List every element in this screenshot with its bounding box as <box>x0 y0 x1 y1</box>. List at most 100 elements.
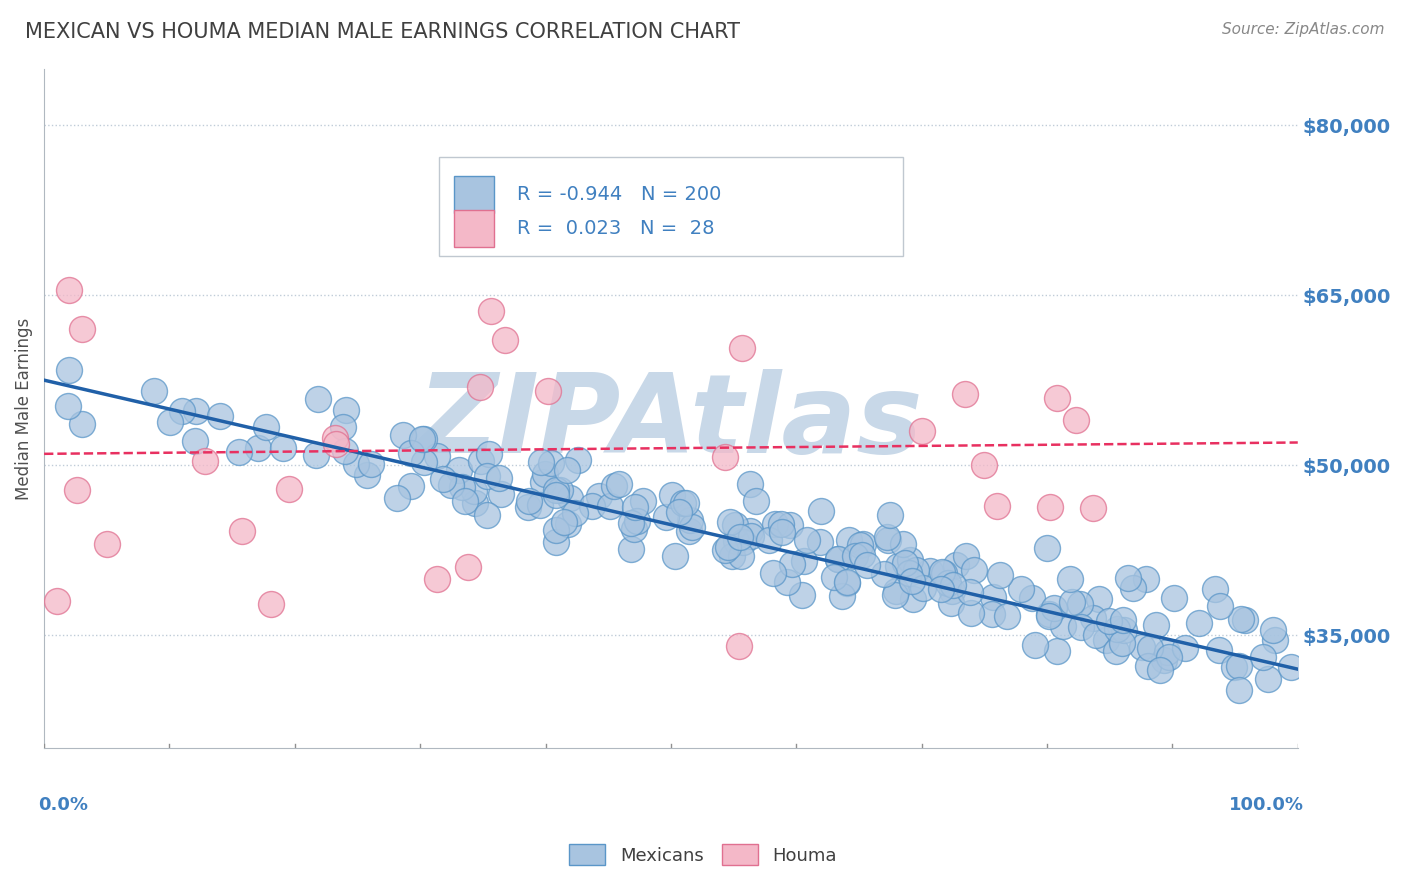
Point <box>581 499 603 513</box>
Point <box>679 513 702 527</box>
Point <box>1105 622 1128 636</box>
Point <box>411 433 433 447</box>
Point <box>1010 582 1032 597</box>
Point <box>1062 595 1084 609</box>
Point <box>884 589 907 603</box>
Point <box>58 283 80 297</box>
Point <box>823 570 845 584</box>
Point <box>624 500 647 515</box>
Point <box>780 558 803 572</box>
Point <box>973 458 995 472</box>
Point <box>838 533 860 547</box>
Point <box>1227 683 1250 698</box>
Point <box>831 590 853 604</box>
Point <box>620 516 643 530</box>
Point <box>58 399 80 413</box>
Point <box>931 582 953 597</box>
Point <box>494 333 516 347</box>
Point <box>762 566 785 580</box>
Point <box>307 392 329 406</box>
Point <box>837 575 859 590</box>
Point <box>1223 660 1246 674</box>
Point <box>1163 591 1185 606</box>
Point <box>531 475 554 489</box>
Text: 100.0%: 100.0% <box>1229 796 1303 814</box>
Point <box>851 548 873 562</box>
Point <box>426 573 449 587</box>
Text: R =  0.023   N =  28: R = 0.023 N = 28 <box>517 219 714 238</box>
Point <box>432 472 454 486</box>
Point <box>254 419 277 434</box>
Point <box>45 594 67 608</box>
Point <box>959 607 981 621</box>
Point <box>567 453 589 467</box>
Point <box>724 517 747 532</box>
Point <box>332 419 354 434</box>
Point <box>1264 633 1286 648</box>
Point <box>271 442 294 456</box>
Point <box>714 542 737 557</box>
Point <box>727 639 749 653</box>
Text: ZIPAtlas: ZIPAtlas <box>418 368 924 475</box>
Point <box>184 434 207 448</box>
Point <box>1036 541 1059 556</box>
Point <box>855 558 877 573</box>
Point <box>426 449 449 463</box>
Point <box>548 483 571 497</box>
Point <box>413 455 436 469</box>
Point <box>713 450 735 464</box>
Point <box>901 591 924 606</box>
Point <box>475 508 498 523</box>
Point <box>1046 391 1069 405</box>
Text: R = -0.944   N = 200: R = -0.944 N = 200 <box>517 185 721 203</box>
Point <box>385 491 408 505</box>
Point <box>1130 640 1153 654</box>
Point <box>1083 610 1105 624</box>
Point <box>1144 617 1167 632</box>
Point <box>953 386 976 401</box>
Point <box>945 558 967 573</box>
Point <box>1118 571 1140 585</box>
Point <box>810 504 832 518</box>
Point <box>740 477 762 491</box>
Point <box>1046 644 1069 658</box>
Point <box>1263 623 1285 637</box>
Point <box>231 524 253 538</box>
Point <box>770 516 793 531</box>
Point <box>529 498 551 512</box>
Point <box>620 542 643 557</box>
Point <box>517 494 540 508</box>
Point <box>1157 649 1180 664</box>
Point <box>1064 413 1087 427</box>
Point <box>491 487 513 501</box>
Point <box>779 517 801 532</box>
Point <box>66 483 89 497</box>
Point <box>849 538 872 552</box>
Point <box>844 549 866 563</box>
Point <box>1279 660 1302 674</box>
Point <box>905 563 928 577</box>
Point <box>1084 628 1107 642</box>
Point <box>893 536 915 550</box>
Point <box>852 537 875 551</box>
Point <box>1088 592 1111 607</box>
Point <box>70 322 93 336</box>
FancyBboxPatch shape <box>439 157 903 255</box>
Point <box>827 552 849 566</box>
Point <box>1174 640 1197 655</box>
Point <box>392 427 415 442</box>
Point <box>1024 638 1046 652</box>
Point <box>1052 619 1074 633</box>
Point <box>599 499 621 513</box>
Point <box>1038 609 1060 624</box>
Point <box>457 560 479 574</box>
Point <box>470 454 492 468</box>
Point <box>1105 644 1128 658</box>
Point <box>1112 613 1135 627</box>
Point <box>981 590 1004 604</box>
Point <box>932 566 955 580</box>
Point <box>980 607 1002 621</box>
Point <box>884 584 907 599</box>
Point <box>654 510 676 524</box>
Point <box>730 342 752 356</box>
